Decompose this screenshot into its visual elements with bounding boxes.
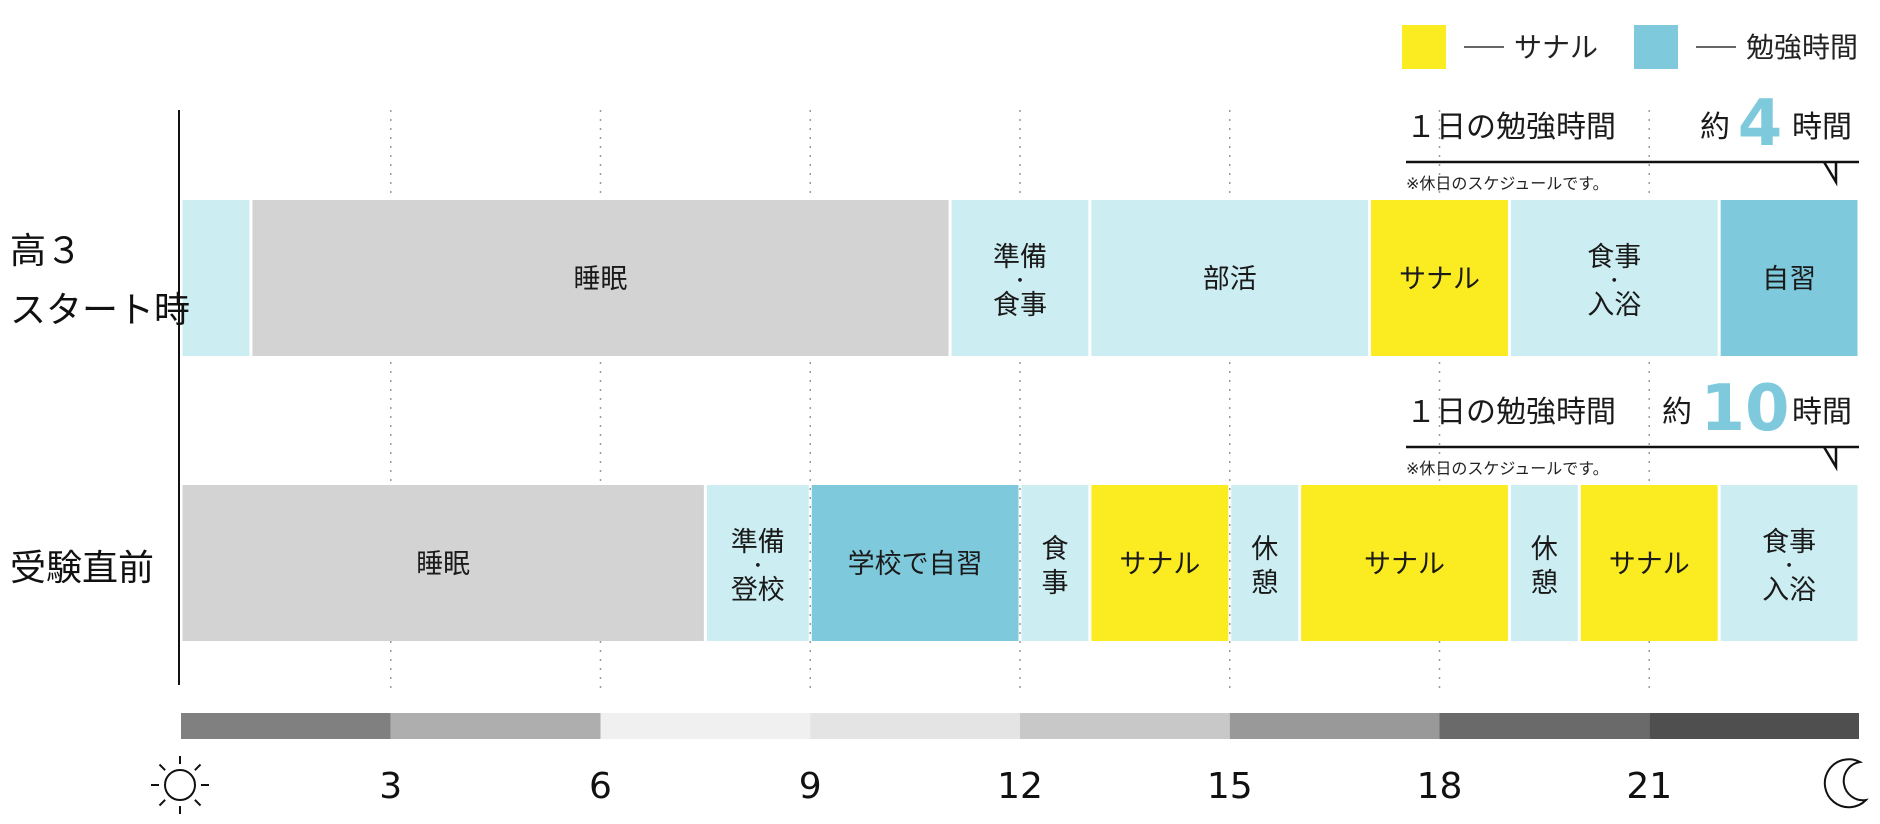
segment-1-8 (1580, 485, 1718, 641)
legend-swatch-0 (1402, 25, 1446, 69)
study-summary-0: １日の勉強時間 約 4 時間 ※休日のスケジュールです。 (1406, 87, 1859, 193)
row-label-1: 受験直前 (10, 548, 154, 589)
segment-label-1-1: 準備・登校 (731, 527, 785, 606)
study-summaries: １日の勉強時間約 4 時間※休日のスケジュールです。１日の勉強時間約 10 時間※休日の… (1406, 87, 1859, 478)
summary-number-1: 10 (1700, 372, 1789, 446)
summary-unit-1: 時間 (1792, 395, 1852, 430)
segment-label-0-5: 食事・入浴 (1587, 242, 1641, 321)
segment-0-1 (252, 200, 949, 356)
segment-label-1-0: 睡眠 (416, 549, 470, 580)
segment-label-1-3: 食事 (1041, 534, 1068, 599)
study-summary-1: １日の勉強時間 約 10 時間 ※休日のスケジュールです。 (1406, 372, 1859, 478)
time-band-1 (390, 713, 601, 739)
segment-label-0-1: 睡眠 (574, 264, 628, 295)
segment-1-5 (1231, 485, 1299, 641)
summary-about-0: 約 (1700, 110, 1730, 145)
time-band-7 (1649, 713, 1859, 739)
legend-swatch-1 (1634, 25, 1678, 69)
tick-label-18: 18 (1417, 766, 1463, 807)
segment-label-0-6: 自習 (1762, 264, 1816, 295)
time-axis: 3 6 9 12 15 18 21 (151, 713, 1869, 814)
segment-label-0-2: 準備・食事 (993, 242, 1047, 321)
time-band-2 (600, 713, 811, 739)
tick-label-9: 9 (799, 766, 822, 807)
segment-0-0 (182, 200, 250, 356)
segment-label-1-9: 食事・入浴 (1762, 527, 1816, 606)
segment-0-3 (1091, 200, 1369, 356)
segment-1-1 (706, 485, 809, 641)
grid (178, 110, 1650, 690)
sun-icon (151, 756, 209, 814)
time-band-6 (1439, 713, 1650, 739)
segment-1-7 (1510, 485, 1578, 641)
segment-label-1-7: 休憩 (1531, 534, 1558, 599)
segment-0-5 (1510, 200, 1718, 356)
tick-label-12: 12 (997, 766, 1043, 807)
time-band-0 (181, 713, 391, 739)
time-band-3 (810, 713, 1020, 739)
summary-prefix-0: １日の勉強時間 (1406, 110, 1616, 145)
segment-1-2 (811, 485, 1019, 641)
time-band-5 (1229, 713, 1440, 739)
summary-unit-0: 時間 (1792, 110, 1852, 145)
legend-label-1: 勉強時間 (1746, 31, 1858, 64)
schedule-row-0: 睡眠 準備・食事 部活 サナル 食事・入浴 自習 (182, 200, 1858, 356)
segment-label-1-8: サナル (1609, 549, 1690, 580)
tick-label-21: 21 (1626, 766, 1672, 807)
tick-label-3: 3 (379, 766, 402, 807)
row-label-0: 高３スタート時 (10, 231, 190, 331)
moon-icon (1823, 758, 1869, 809)
summary-note-1: ※休日のスケジュールです。 (1406, 459, 1609, 478)
segment-1-4 (1091, 485, 1229, 641)
segment-label-0-4: サナル (1399, 264, 1480, 295)
segment-1-0 (182, 485, 704, 641)
segment-label-1-4: サナル (1119, 549, 1200, 580)
tick-label-15: 15 (1207, 766, 1253, 807)
summary-note-0: ※休日のスケジュールです。 (1406, 174, 1609, 193)
summary-tail-0 (1822, 161, 1838, 187)
segment-0-2 (951, 200, 1089, 356)
time-band-4 (1020, 713, 1230, 739)
summary-prefix-1: １日の勉強時間 (1406, 395, 1616, 430)
schedule-row-1: 睡眠 準備・登校 学校で自習 食事 サナル 休憩 サナル 休憩 サナル 食事・入浴 (182, 485, 1858, 641)
legend: サナル 勉強時間 (1402, 25, 1858, 69)
summary-number-0: 4 (1738, 87, 1783, 161)
segment-0-6 (1720, 200, 1858, 356)
segment-1-9 (1720, 485, 1858, 641)
summary-about-1: 約 (1662, 395, 1692, 430)
segment-label-0-3: 部活 (1203, 264, 1257, 295)
segment-label-1-6: サナル (1364, 549, 1445, 580)
segment-1-6 (1301, 485, 1508, 641)
summary-tail-1 (1822, 446, 1838, 472)
segment-label-1-2: 学校で自習 (848, 549, 983, 580)
segment-0-4 (1371, 200, 1508, 356)
segment-label-1-5: 休憩 (1251, 534, 1278, 599)
segment-1-3 (1021, 485, 1089, 641)
legend-label-0: サナル (1514, 31, 1598, 64)
tick-label-6: 6 (589, 766, 612, 807)
